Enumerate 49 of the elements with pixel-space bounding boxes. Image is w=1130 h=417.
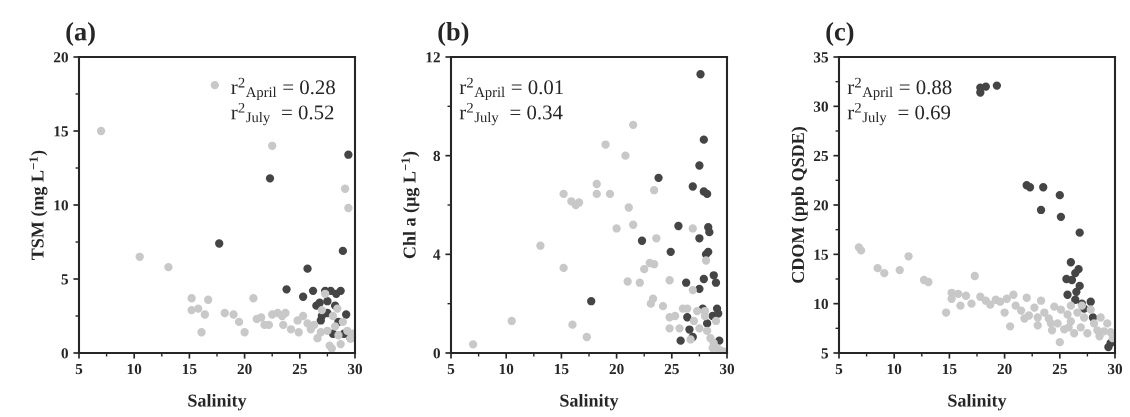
annotation: r$^{2}$$_{April}$ = 0.88	[847, 77, 952, 101]
annotation: r$^{2}$$_{April}$ = 0.28	[231, 77, 335, 101]
y-tick-label: 20	[53, 52, 68, 63]
x-tick-label: 5	[835, 364, 843, 375]
x-tick-label: 10	[887, 363, 902, 375]
y-tick-label: 15	[814, 249, 829, 260]
x-tick-label: 30	[719, 363, 735, 375]
y-tick-label: 5	[821, 348, 829, 359]
y-tick-label: 25	[813, 150, 829, 162]
y-tick-label: 15	[54, 126, 69, 137]
chart-title: (b)	[438, 22, 469, 46]
chart-title: (c)	[826, 22, 854, 46]
x-tick-label: 15	[554, 363, 569, 375]
y-axis-title: TSM (mg L$^{−1}$)	[29, 150, 48, 260]
x-tick-label: 10	[127, 363, 142, 375]
x-tick-label: 25	[1052, 363, 1067, 375]
y-tick-label: 8	[433, 150, 441, 162]
x-tick-label: 25	[664, 363, 679, 375]
y-tick-label: 30	[813, 101, 828, 112]
annotation: r$^{2}$$_{July}$ = 0.69	[847, 102, 951, 126]
y-tick-label: 10	[814, 298, 828, 310]
annotation: r$^{2}$$_{July}$ = 0.34	[459, 102, 563, 126]
x-tick-label: 15	[182, 363, 197, 375]
x-tick-label: 20	[609, 363, 624, 375]
x-tick-label: 5	[75, 364, 83, 375]
y-tick-label: 35	[813, 52, 829, 63]
y-tick-label: 20	[813, 200, 828, 211]
y-tick-label: 10	[54, 200, 68, 211]
y-tick-label: 0	[61, 348, 68, 359]
x-axis-title: Salinity	[188, 393, 247, 411]
annotation: r$^{2}$$_{April}$ = 0.01	[459, 77, 563, 101]
y-tick-label: 12	[426, 52, 440, 63]
annotation: r$^{2}$$_{July}$ = 0.52	[231, 102, 334, 126]
y-tick-label: 0	[433, 348, 440, 359]
y-tick-label: 5	[61, 274, 69, 285]
x-axis-title: Salinity	[560, 393, 619, 411]
chart-title: (a)	[66, 22, 95, 46]
y-tick-label: 4	[433, 249, 441, 260]
x-tick-label: 10	[499, 363, 514, 375]
x-tick-label: 30	[1107, 363, 1123, 375]
y-axis-title: CDOM (ppb QSDE)	[791, 127, 808, 283]
y-axis-title: Chl a (μg L$^{−1}$)	[401, 151, 420, 259]
x-tick-label: 30	[347, 363, 363, 375]
x-tick-label: 20	[237, 363, 252, 375]
x-tick-label: 15	[942, 363, 957, 375]
x-tick-label: 20	[997, 363, 1012, 375]
x-tick-label: 25	[292, 363, 307, 375]
x-axis-title: Salinity	[948, 393, 1007, 411]
x-tick-label: 5	[447, 364, 455, 375]
